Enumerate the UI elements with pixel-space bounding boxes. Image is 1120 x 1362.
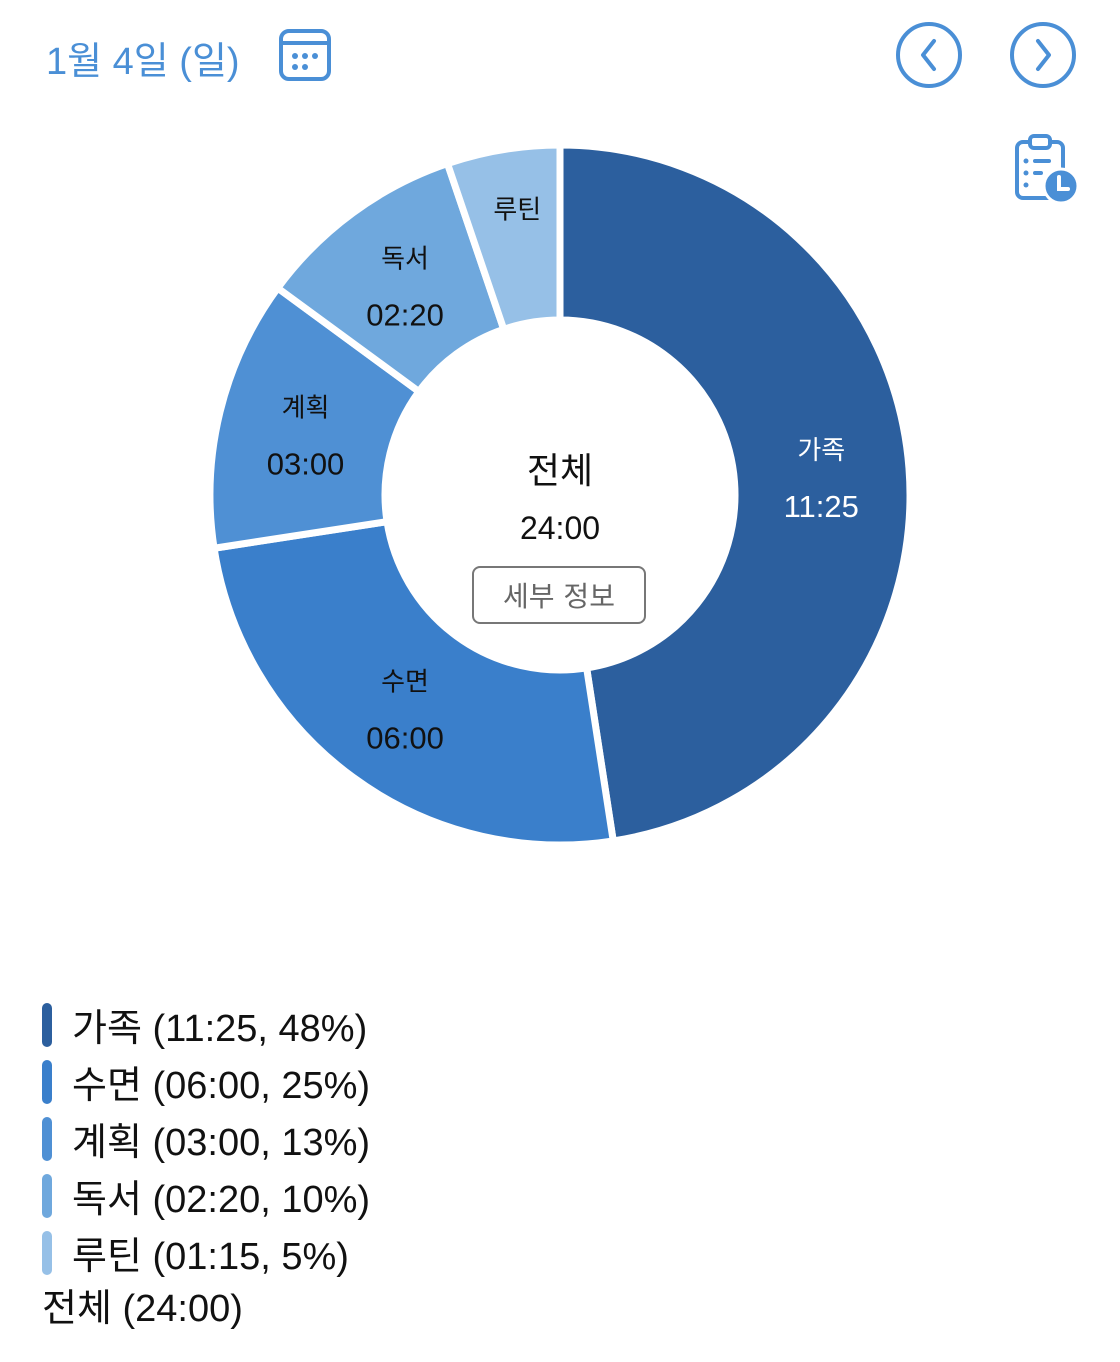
slice-label: 루틴 [493,195,541,225]
donut-slice-2[interactable] [206,284,423,552]
donut-chart: 가족 11:25 수면 06:00 계획 03:00 독서 02:20 루틴 [206,141,914,849]
slice-label: 독서 [381,245,429,275]
legend-swatch [42,1059,52,1104]
legend-item: 계획 (03:00, 13%) [42,1110,370,1167]
legend-total: 전체 (24:00) [42,1288,243,1330]
slice-label: 계획 [282,394,330,424]
legend-item: 독서 (02:20, 10%) [42,1167,370,1224]
legend-swatch [42,1173,52,1218]
chevron-left-circle-icon [896,22,962,88]
next-day-button[interactable] [1008,20,1078,95]
legend-swatch [42,1116,52,1161]
slice-time: 06:00 [366,720,444,755]
legend-item: 가족 (11:25, 48%) [42,996,370,1053]
legend-item: 루틴 (01:15, 5%) [42,1224,370,1281]
legend-text: 가족 (11:25, 48%) [72,1008,368,1050]
donut-slice-1[interactable] [210,518,617,849]
donut-slice-4[interactable] [443,141,564,333]
legend-text: 계획 (03:00, 13%) [72,1122,371,1164]
center-total-label: 전체 [526,450,594,491]
slice-time: 03:00 [267,447,345,482]
legend-text: 독서 (02:20, 10%) [72,1179,371,1221]
donut-slice-0[interactable] [556,141,914,845]
legend-swatch [42,1230,52,1275]
center-total-time: 24:00 [519,510,601,546]
calendar-icon[interactable] [278,28,332,87]
previous-day-button[interactable] [894,20,964,95]
slice-label: 수면 [381,667,429,697]
date-title[interactable]: 1월 4일 (일) [46,41,240,83]
slice-time: 11:25 [784,489,859,524]
clipboard-clock-icon[interactable] [1012,132,1082,211]
legend-text: 루틴 (01:15, 5%) [72,1236,349,1278]
slice-label: 가족 [797,436,845,466]
chevron-right-circle-icon [1010,22,1076,88]
slice-time: 02:20 [366,298,444,333]
detail-info-button[interactable]: 세부 정보 [472,566,646,624]
legend: 가족 (11:25, 48%) 수면 (06:00, 25%) 계획 (03:0… [42,996,370,1338]
legend-swatch [42,1002,52,1047]
legend-item: 수면 (06:00, 25%) [42,1053,370,1110]
legend-text: 수면 (06:00, 25%) [72,1065,371,1107]
